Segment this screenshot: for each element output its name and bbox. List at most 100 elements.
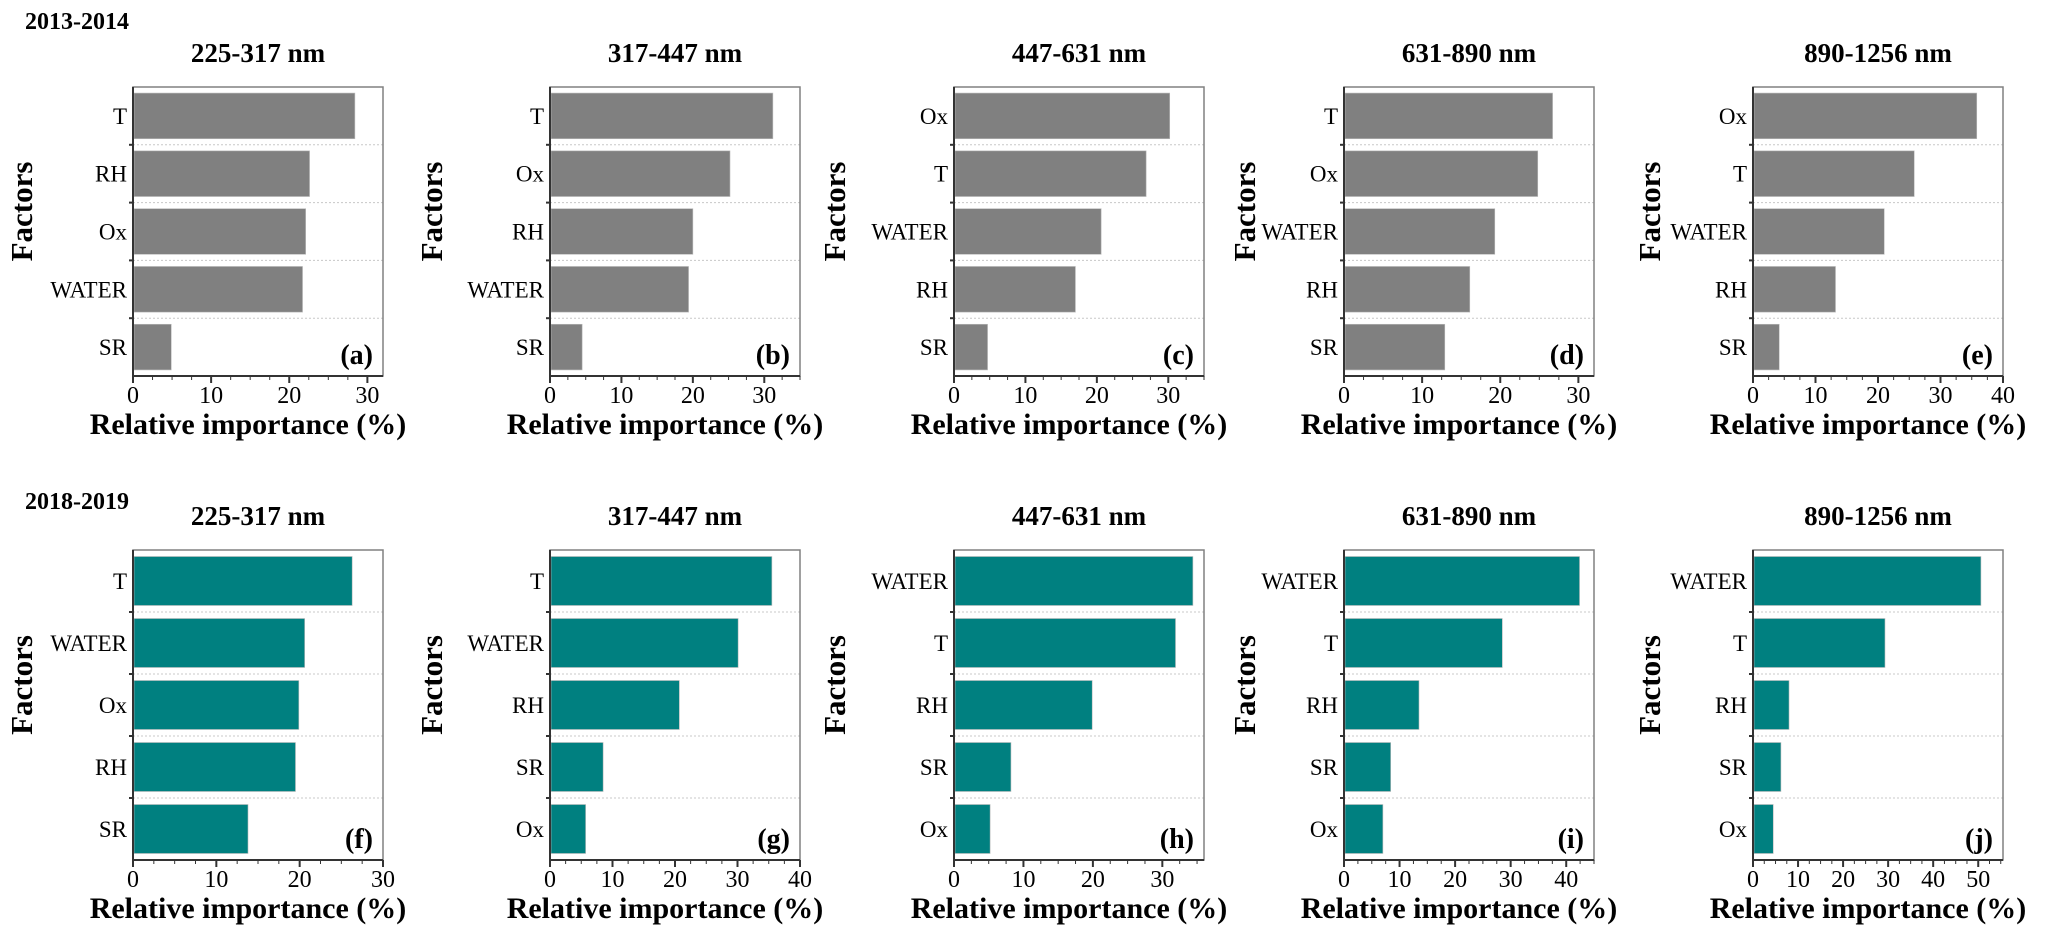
bar-ox (1344, 804, 1384, 854)
x-tick-label: 50 (1966, 867, 1990, 893)
x-tick-label: 40 (788, 867, 812, 893)
x-axis-title: Relative importance (%) (1710, 408, 2027, 441)
x-tick-label: 40 (1921, 867, 1945, 893)
panel-i: 631-890 nm WATER T RH SR Ox 0 10 20 30 40Relative … (1227, 501, 1617, 925)
panel-title: 317-447 nm (608, 501, 743, 531)
category-label: T (934, 631, 948, 656)
bar-water (1344, 556, 1580, 606)
bar-ox (133, 208, 306, 255)
bar-water (954, 556, 1194, 606)
category-label: RH (1306, 277, 1338, 302)
category-label: SR (99, 817, 128, 842)
x-tick-label: 10 (1786, 867, 1810, 893)
x-tick-label: 30 (1150, 867, 1174, 893)
x-tick-label: 10 (199, 383, 223, 409)
panel-title: 447-631 nm (1012, 38, 1147, 68)
bar-water (1344, 208, 1496, 255)
category-label: SR (920, 755, 949, 780)
category-label: SR (1310, 755, 1339, 780)
bar-ox (133, 680, 300, 730)
bar-rh (550, 680, 680, 730)
category-label: RH (95, 755, 127, 780)
category-label: WATER (50, 277, 127, 302)
bar-sr (954, 742, 1012, 792)
x-tick-label: 30 (371, 867, 395, 893)
bar-t (550, 92, 774, 140)
x-tick-label: 20 (1443, 867, 1467, 893)
panel-label: (a) (340, 340, 373, 371)
bar-t (1753, 150, 1915, 197)
category-label: T (113, 104, 127, 129)
category-label: RH (1306, 693, 1338, 718)
x-tick-label: 0 (1338, 867, 1350, 893)
x-tick-label: 40 (1991, 383, 2015, 409)
x-tick-label: 20 (681, 383, 705, 409)
x-tick-label: 10 (1410, 383, 1434, 409)
y-axis-title: Factors (1227, 635, 1262, 735)
panel-label: (e) (1962, 340, 1993, 371)
category-label: SR (920, 335, 949, 360)
category-label: WATER (1670, 569, 1747, 594)
category-label: WATER (1261, 569, 1338, 594)
panel-g: 317-447 nm T WATER RH SR Ox 0 10 20 30 40Relative … (414, 501, 823, 925)
bar-sr (133, 804, 249, 854)
bar-rh (1753, 266, 1836, 313)
bar-ox (1753, 804, 1774, 854)
x-tick-label: 20 (277, 383, 301, 409)
bar-rh (954, 680, 1093, 730)
x-tick-label: 30 (355, 383, 379, 409)
x-tick-label: 10 (601, 867, 625, 893)
x-tick-label: 30 (752, 383, 776, 409)
bar-water (1753, 208, 1885, 255)
category-label: T (1733, 162, 1747, 187)
x-tick-label: 10 (1388, 867, 1412, 893)
category-label: WATER (467, 631, 544, 656)
x-tick-label: 30 (1499, 867, 1523, 893)
y-axis-title: Factors (1227, 162, 1262, 262)
category-label: Ox (99, 220, 128, 245)
y-axis-title: Factors (1632, 162, 1667, 262)
bar-sr (133, 323, 172, 371)
row-label-2013-2014: 2013-2014 (25, 9, 129, 35)
category-label: Ox (1310, 162, 1339, 187)
x-tick-label: 20 (1085, 383, 1109, 409)
category-label: T (934, 162, 948, 187)
bar-ox (954, 92, 1171, 140)
x-axis-title: Relative importance (%) (911, 892, 1228, 925)
bar-sr (954, 323, 988, 371)
bar-ox (954, 804, 991, 854)
bar-water (133, 618, 305, 668)
panel-j: 890-1256 nm WATER T RH SR Ox 0 10 20 30 40 50Relati… (1632, 501, 2026, 925)
panel-title: 890-1256 nm (1804, 38, 1952, 68)
x-tick-label: 30 (1876, 867, 1900, 893)
x-tick-label: 40 (1554, 867, 1578, 893)
y-axis-title: Factors (817, 635, 852, 735)
x-tick-label: 10 (1011, 867, 1035, 893)
category-label: T (1324, 631, 1338, 656)
panel-label: (c) (1163, 340, 1194, 371)
category-label: T (1733, 631, 1747, 656)
y-axis-title: Factors (4, 635, 39, 735)
bar-rh (954, 266, 1076, 313)
category-label: SR (1719, 755, 1748, 780)
category-label: RH (95, 162, 127, 187)
panel-title: 890-1256 nm (1804, 501, 1952, 531)
bar-ox (1344, 150, 1539, 197)
panel-title: 631-890 nm (1402, 38, 1537, 68)
category-label: T (530, 569, 544, 594)
x-tick-label: 30 (726, 867, 750, 893)
bar-sr (550, 742, 604, 792)
panel-label: (d) (1550, 340, 1584, 371)
category-label: Ox (1310, 817, 1339, 842)
bar-t (133, 92, 356, 140)
x-tick-label: 0 (948, 867, 960, 893)
bar-sr (1344, 323, 1446, 371)
y-axis-title: Factors (1632, 635, 1667, 735)
